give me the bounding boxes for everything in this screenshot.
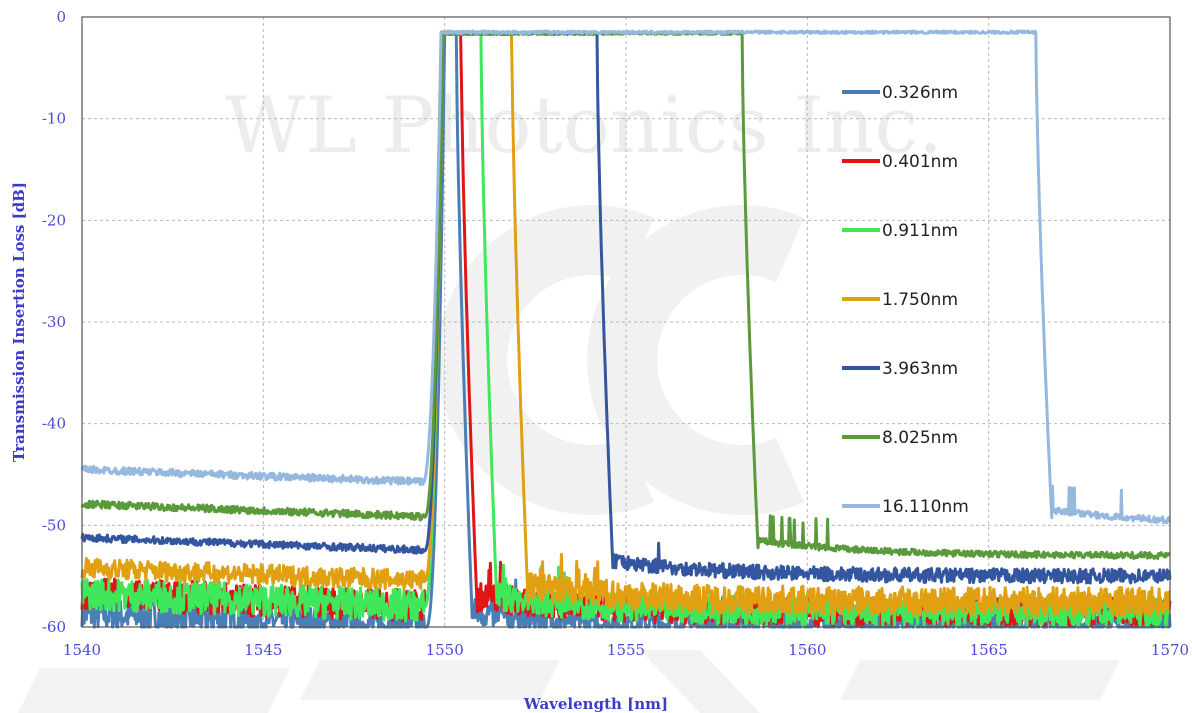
- x-tick-label: 1545: [244, 641, 282, 659]
- x-tick-label: 1560: [788, 641, 826, 659]
- y-tick-label: -10: [42, 110, 66, 128]
- legend: 0.326nm 0.401nm 0.911nm 1.750nm 3.963nm 8.025…: [842, 83, 969, 517]
- y-tick-label: -30: [42, 313, 66, 331]
- x-tick-label: 1540: [63, 641, 101, 659]
- legend-label: 0.911nm: [882, 221, 958, 241]
- x-axis-title: Wavelength [nm]: [523, 695, 668, 713]
- x-tick-label: 1570: [1151, 641, 1189, 659]
- legend-label: 0.326nm: [882, 83, 958, 103]
- y-axis-ticks: 0 -10 -20 -30 -40 -50 -60: [42, 8, 66, 636]
- series-line: [80, 30, 1171, 628]
- series-line: [80, 30, 1171, 618]
- x-tick-label: 1555: [607, 641, 645, 659]
- x-tick-label: 1565: [970, 641, 1008, 659]
- watermark-logo: [437, 205, 804, 515]
- y-tick-label: -40: [42, 415, 66, 433]
- watermark-text: WL Photonics Inc.: [225, 81, 943, 171]
- legend-label: 3.963nm: [882, 359, 958, 379]
- legend-label: 0.401nm: [882, 152, 958, 172]
- y-tick-label: 0: [56, 8, 66, 26]
- legend-label: 16.110nm: [882, 497, 969, 517]
- series-line: [80, 30, 1172, 585]
- legend-label: 8.025nm: [882, 428, 958, 448]
- y-axis-title: Transmission Insertion Loss [dB]: [10, 182, 28, 462]
- x-axis-ticks: 1540 1545 1550 1555 1560 1565 1570: [63, 641, 1189, 659]
- y-tick-label: -50: [42, 516, 66, 534]
- series-line: [80, 29, 1171, 525]
- y-tick-label: -60: [42, 618, 66, 636]
- legend-label: 1.750nm: [882, 290, 958, 310]
- y-tick-label: -20: [42, 211, 66, 229]
- x-tick-label: 1550: [426, 641, 464, 659]
- watermark-footer: [18, 650, 1120, 713]
- plot-area-border: [81, 16, 1171, 628]
